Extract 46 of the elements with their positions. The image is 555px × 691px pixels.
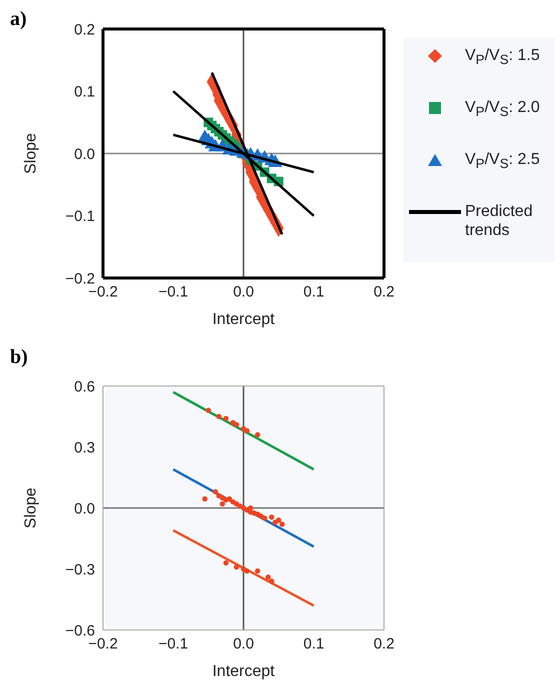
point bbox=[272, 520, 278, 525]
x-axis-title: Intercept bbox=[212, 663, 276, 680]
y-tick-label: 0.0 bbox=[74, 500, 95, 518]
x-tick-label: 0.0 bbox=[233, 636, 254, 653]
point bbox=[223, 560, 229, 566]
point bbox=[202, 496, 208, 502]
point bbox=[244, 568, 250, 574]
point bbox=[279, 522, 285, 527]
y-axis-title: Slope bbox=[22, 487, 40, 528]
x-tick-label: −0.1 bbox=[158, 284, 188, 301]
y-tick-label: 0.3 bbox=[74, 439, 95, 456]
legend-label: Predicted trends bbox=[465, 202, 534, 240]
legend-label: V$_{P}$/V$_{S}$: 2.0 bbox=[465, 98, 541, 122]
y-tick-label: 0.6 bbox=[74, 378, 95, 396]
point bbox=[212, 489, 218, 494]
y-axis-title: Slope bbox=[22, 132, 40, 174]
legend-label: V$_{P}$/V$_{S}$: 1.5 bbox=[465, 46, 541, 70]
point bbox=[254, 432, 260, 438]
y-tick-label: −0.3 bbox=[65, 561, 95, 578]
point bbox=[220, 501, 226, 507]
text: a) bbox=[10, 8, 27, 31]
point bbox=[268, 578, 274, 584]
point bbox=[268, 514, 274, 520]
point bbox=[262, 516, 268, 521]
point bbox=[226, 496, 232, 502]
point bbox=[234, 564, 240, 570]
legend-label: V$_{P}$/V$_{S}$: 2.5 bbox=[465, 150, 541, 174]
text: b) bbox=[10, 346, 28, 369]
x-tick-label: 0.2 bbox=[374, 284, 394, 301]
y-tick-label: 0.2 bbox=[74, 21, 95, 38]
point bbox=[216, 414, 222, 420]
point bbox=[265, 574, 271, 580]
x-tick-label: 0.1 bbox=[303, 636, 324, 653]
x-axis-title: Intercept bbox=[212, 311, 276, 328]
point bbox=[206, 408, 212, 414]
point bbox=[244, 428, 250, 434]
x-tick-label: 0.0 bbox=[233, 284, 254, 301]
point bbox=[234, 422, 240, 428]
point bbox=[223, 416, 229, 422]
x-tick-label: −0.1 bbox=[158, 636, 188, 653]
x-tick-label: 0.2 bbox=[374, 636, 394, 653]
x-tick-label: 0.1 bbox=[303, 284, 324, 301]
y-tick-label: 0.1 bbox=[74, 84, 95, 101]
y-tick-label: −0.1 bbox=[65, 208, 95, 226]
y-tick-label: 0.0 bbox=[74, 146, 95, 163]
point bbox=[254, 568, 260, 574]
